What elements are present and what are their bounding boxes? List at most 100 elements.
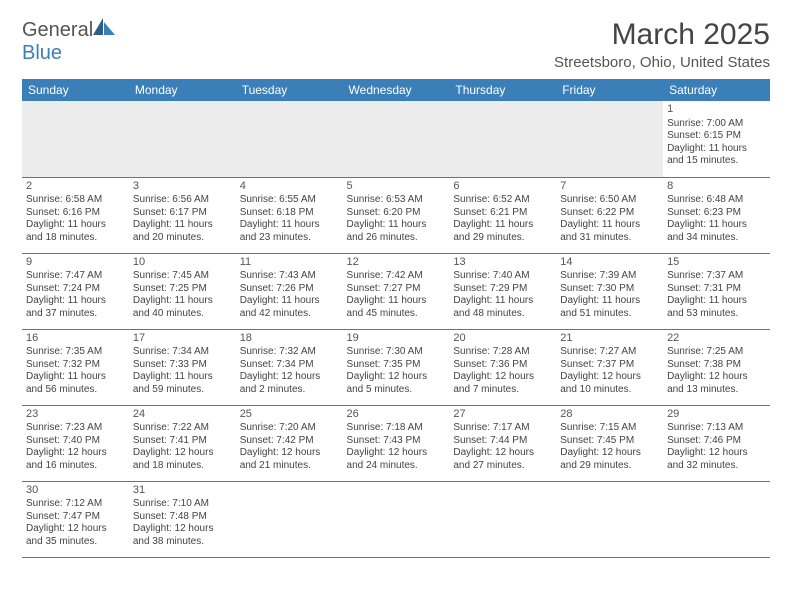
sunrise-line: Sunrise: 6:52 AM	[453, 194, 552, 207]
calendar-cell: 17Sunrise: 7:34 AMSunset: 7:33 PMDayligh…	[129, 329, 236, 405]
calendar-head: SundayMondayTuesdayWednesdayThursdayFrid…	[22, 79, 770, 101]
calendar-cell	[556, 481, 663, 557]
sunrise-line: Sunrise: 7:43 AM	[240, 270, 339, 283]
sunrise-line: Sunrise: 7:12 AM	[26, 498, 125, 511]
daylight-line: Daylight: 11 hours and 56 minutes.	[26, 371, 125, 396]
day-number: 23	[26, 408, 125, 422]
calendar-cell	[129, 101, 236, 177]
sunset-line: Sunset: 6:15 PM	[667, 130, 766, 143]
sunrise-line: Sunrise: 7:15 AM	[560, 422, 659, 435]
day-number: 20	[453, 332, 552, 346]
day-number: 13	[453, 256, 552, 270]
calendar-cell: 3Sunrise: 6:56 AMSunset: 6:17 PMDaylight…	[129, 177, 236, 253]
sunrise-line: Sunrise: 6:56 AM	[133, 194, 232, 207]
calendar-cell: 31Sunrise: 7:10 AMSunset: 7:48 PMDayligh…	[129, 481, 236, 557]
calendar-cell: 1Sunrise: 7:00 AMSunset: 6:15 PMDaylight…	[663, 101, 770, 177]
day-header: Friday	[556, 79, 663, 101]
sunrise-line: Sunrise: 7:28 AM	[453, 346, 552, 359]
calendar-cell: 26Sunrise: 7:18 AMSunset: 7:43 PMDayligh…	[343, 405, 450, 481]
calendar-cell: 2Sunrise: 6:58 AMSunset: 6:16 PMDaylight…	[22, 177, 129, 253]
daylight-line: Daylight: 11 hours and 29 minutes.	[453, 219, 552, 244]
calendar-cell: 12Sunrise: 7:42 AMSunset: 7:27 PMDayligh…	[343, 253, 450, 329]
sunrise-line: Sunrise: 7:32 AM	[240, 346, 339, 359]
calendar-cell: 6Sunrise: 6:52 AMSunset: 6:21 PMDaylight…	[449, 177, 556, 253]
day-number: 6	[453, 180, 552, 194]
sunrise-line: Sunrise: 7:20 AM	[240, 422, 339, 435]
daylight-line: Daylight: 12 hours and 38 minutes.	[133, 523, 232, 548]
day-number: 28	[560, 408, 659, 422]
daylight-line: Daylight: 11 hours and 48 minutes.	[453, 295, 552, 320]
month-title: March 2025	[554, 18, 770, 52]
sunrise-line: Sunrise: 7:22 AM	[133, 422, 232, 435]
sunset-line: Sunset: 6:16 PM	[26, 207, 125, 220]
sunrise-line: Sunrise: 7:18 AM	[347, 422, 446, 435]
calendar-cell	[22, 101, 129, 177]
calendar-body: 1Sunrise: 7:00 AMSunset: 6:15 PMDaylight…	[22, 101, 770, 557]
sunrise-line: Sunrise: 6:48 AM	[667, 194, 766, 207]
calendar-cell: 29Sunrise: 7:13 AMSunset: 7:46 PMDayligh…	[663, 405, 770, 481]
day-number: 10	[133, 256, 232, 270]
day-header: Sunday	[22, 79, 129, 101]
day-number: 3	[133, 180, 232, 194]
sunrise-line: Sunrise: 7:27 AM	[560, 346, 659, 359]
sunrise-line: Sunrise: 7:00 AM	[667, 118, 766, 131]
daylight-line: Daylight: 11 hours and 23 minutes.	[240, 219, 339, 244]
sunrise-line: Sunrise: 6:55 AM	[240, 194, 339, 207]
calendar-cell: 11Sunrise: 7:43 AMSunset: 7:26 PMDayligh…	[236, 253, 343, 329]
calendar-row: 9Sunrise: 7:47 AMSunset: 7:24 PMDaylight…	[22, 253, 770, 329]
sunset-line: Sunset: 7:42 PM	[240, 435, 339, 448]
calendar-cell: 21Sunrise: 7:27 AMSunset: 7:37 PMDayligh…	[556, 329, 663, 405]
sunset-line: Sunset: 7:35 PM	[347, 359, 446, 372]
calendar-cell	[449, 481, 556, 557]
daylight-line: Daylight: 11 hours and 51 minutes.	[560, 295, 659, 320]
sunrise-line: Sunrise: 7:42 AM	[347, 270, 446, 283]
day-number: 18	[240, 332, 339, 346]
calendar-cell: 24Sunrise: 7:22 AMSunset: 7:41 PMDayligh…	[129, 405, 236, 481]
daylight-line: Daylight: 11 hours and 18 minutes.	[26, 219, 125, 244]
sunset-line: Sunset: 7:29 PM	[453, 283, 552, 296]
day-number: 5	[347, 180, 446, 194]
day-header: Wednesday	[343, 79, 450, 101]
sunset-line: Sunset: 7:45 PM	[560, 435, 659, 448]
daylight-line: Daylight: 11 hours and 59 minutes.	[133, 371, 232, 396]
sunset-line: Sunset: 7:30 PM	[560, 283, 659, 296]
title-block: March 2025 Streetsboro, Ohio, United Sta…	[554, 18, 770, 71]
sunrise-line: Sunrise: 7:37 AM	[667, 270, 766, 283]
daylight-line: Daylight: 12 hours and 24 minutes.	[347, 447, 446, 472]
sunrise-line: Sunrise: 7:40 AM	[453, 270, 552, 283]
calendar-cell	[663, 481, 770, 557]
logo-text: GeneralBlue	[22, 18, 115, 65]
daylight-line: Daylight: 11 hours and 34 minutes.	[667, 219, 766, 244]
sunrise-line: Sunrise: 7:34 AM	[133, 346, 232, 359]
sunset-line: Sunset: 7:25 PM	[133, 283, 232, 296]
day-number: 30	[26, 484, 125, 498]
daylight-line: Daylight: 11 hours and 40 minutes.	[133, 295, 232, 320]
day-of-week-row: SundayMondayTuesdayWednesdayThursdayFrid…	[22, 79, 770, 101]
sunrise-line: Sunrise: 6:50 AM	[560, 194, 659, 207]
daylight-line: Daylight: 11 hours and 20 minutes.	[133, 219, 232, 244]
calendar-cell: 16Sunrise: 7:35 AMSunset: 7:32 PMDayligh…	[22, 329, 129, 405]
day-number: 31	[133, 484, 232, 498]
sunset-line: Sunset: 7:43 PM	[347, 435, 446, 448]
calendar-row: 30Sunrise: 7:12 AMSunset: 7:47 PM Dayligh…	[22, 481, 770, 557]
sunrise-line: Sunrise: 7:30 AM	[347, 346, 446, 359]
calendar-cell: 20Sunrise: 7:28 AMSunset: 7:36 PMDayligh…	[449, 329, 556, 405]
calendar-row: 1Sunrise: 7:00 AMSunset: 6:15 PMDaylight…	[22, 101, 770, 177]
calendar-cell: 18Sunrise: 7:32 AMSunset: 7:34 PMDayligh…	[236, 329, 343, 405]
day-number: 24	[133, 408, 232, 422]
daylight-line: Daylight: 11 hours and 37 minutes.	[26, 295, 125, 320]
daylight-line: Daylight: 11 hours and 15 minutes.	[667, 143, 766, 168]
day-number: 15	[667, 256, 766, 270]
sunset-line: Sunset: 7:47 PM	[26, 511, 125, 524]
calendar-row: 23Sunrise: 7:23 AMSunset: 7:40 PMDayligh…	[22, 405, 770, 481]
calendar-cell: 14Sunrise: 7:39 AMSunset: 7:30 PMDayligh…	[556, 253, 663, 329]
calendar-cell: 23Sunrise: 7:23 AMSunset: 7:40 PMDayligh…	[22, 405, 129, 481]
calendar-cell: 8Sunrise: 6:48 AMSunset: 6:23 PMDaylight…	[663, 177, 770, 253]
sunset-line: Sunset: 7:32 PM	[26, 359, 125, 372]
calendar-cell: 15Sunrise: 7:37 AMSunset: 7:31 PMDayligh…	[663, 253, 770, 329]
sunset-line: Sunset: 6:22 PM	[560, 207, 659, 220]
logo-word2: Blue	[22, 42, 62, 64]
day-header: Tuesday	[236, 79, 343, 101]
day-number: 26	[347, 408, 446, 422]
sunset-line: Sunset: 7:44 PM	[453, 435, 552, 448]
